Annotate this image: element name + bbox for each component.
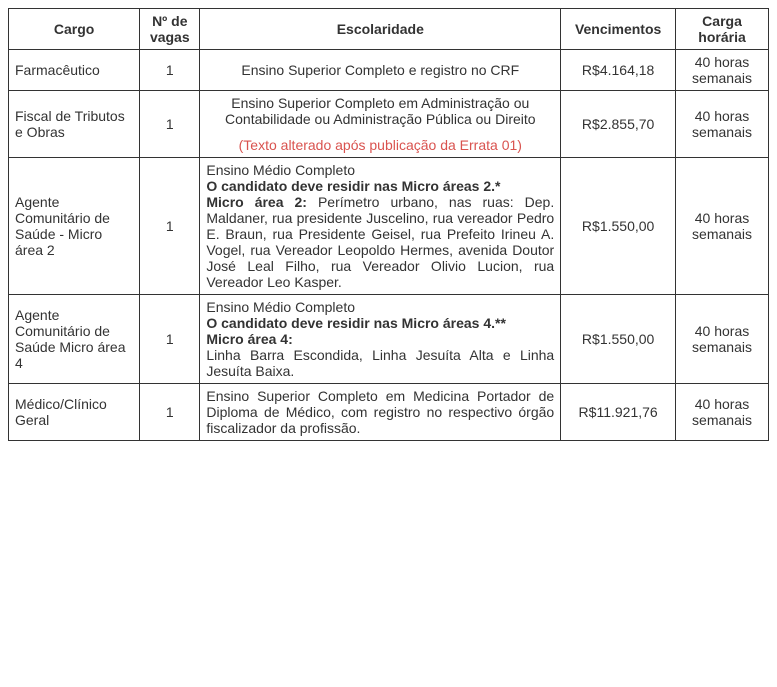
header-vencimentos: Vencimentos [561,9,676,50]
cell-escolaridade: Ensino Superior Completo em Administraçã… [200,91,561,158]
job-table: Cargo Nº de vagas Escolaridade Venciment… [8,8,769,441]
cell-escolaridade: Ensino Médio CompletoO candidato deve re… [200,158,561,295]
cell-vagas: 1 [140,384,200,441]
cell-vencimentos: R$4.164,18 [561,50,676,91]
cell-escolaridade: Ensino Médio CompletoO candidato deve re… [200,295,561,384]
cell-cargo: Farmacêutico [9,50,140,91]
table-row: Agente Comunitário de Saúde Micro área 4… [9,295,769,384]
table-row: Agente Comunitário de Saúde - Micro área… [9,158,769,295]
cell-cargo: Médico/Clínico Geral [9,384,140,441]
cell-carga: 40 horas semanais [676,295,769,384]
header-carga: Carga horária [676,9,769,50]
cell-escolaridade: Ensino Superior Completo em Medicina Por… [200,384,561,441]
cell-carga: 40 horas semanais [676,158,769,295]
cell-vagas: 1 [140,50,200,91]
cell-vencimentos: R$11.921,76 [561,384,676,441]
header-cargo: Cargo [9,9,140,50]
table-row: Fiscal de Tributos e Obras1Ensino Superi… [9,91,769,158]
cell-vencimentos: R$1.550,00 [561,158,676,295]
cell-vagas: 1 [140,158,200,295]
cell-cargo: Agente Comunitário de Saúde - Micro área… [9,158,140,295]
cell-vencimentos: R$2.855,70 [561,91,676,158]
table-row: Farmacêutico1Ensino Superior Completo e … [9,50,769,91]
header-vagas: Nº de vagas [140,9,200,50]
cell-vencimentos: R$1.550,00 [561,295,676,384]
table-body: Farmacêutico1Ensino Superior Completo e … [9,50,769,441]
cell-cargo: Fiscal de Tributos e Obras [9,91,140,158]
cell-cargo: Agente Comunitário de Saúde Micro área 4 [9,295,140,384]
cell-carga: 40 horas semanais [676,50,769,91]
table-header: Cargo Nº de vagas Escolaridade Venciment… [9,9,769,50]
cell-carga: 40 horas semanais [676,384,769,441]
cell-carga: 40 horas semanais [676,91,769,158]
cell-vagas: 1 [140,91,200,158]
cell-vagas: 1 [140,295,200,384]
table-row: Médico/Clínico Geral1Ensino Superior Com… [9,384,769,441]
cell-escolaridade: Ensino Superior Completo e registro no C… [200,50,561,91]
header-escolaridade: Escolaridade [200,9,561,50]
